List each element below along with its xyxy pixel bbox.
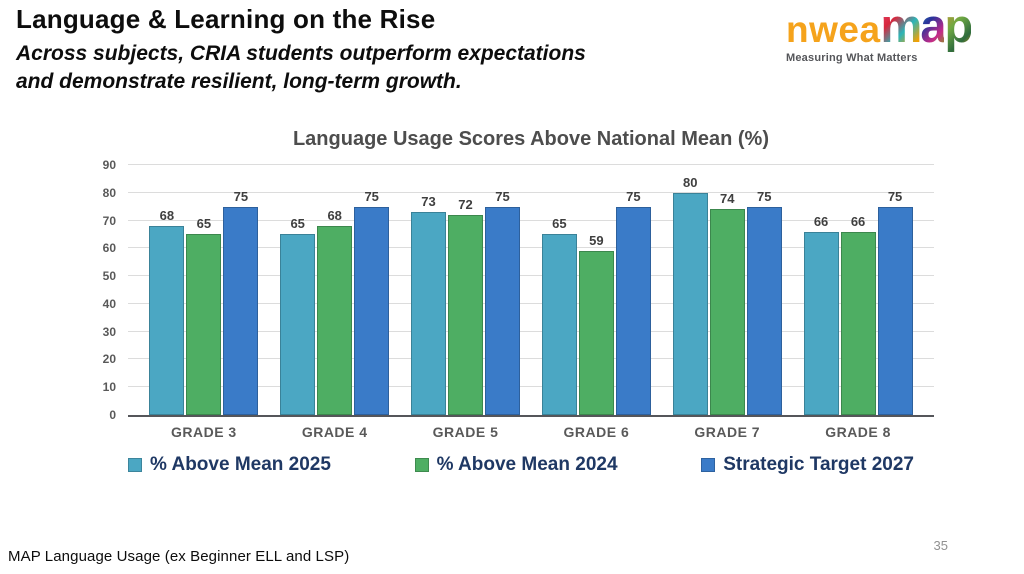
legend-item: % Above Mean 2025 (128, 454, 331, 476)
y-tick-20: 20 (102, 352, 116, 367)
bar: 59 (578, 233, 614, 415)
bar-value-label: 75 (233, 188, 249, 204)
bar: 65 (186, 216, 222, 415)
bar-group-grade-4: 65 68 75 (280, 165, 390, 415)
bar-value-label: 72 (458, 197, 473, 212)
logo-tagline: Measuring What Matters (786, 52, 918, 64)
legend-item: % Above Mean 2024 (414, 454, 618, 476)
gridline-90 (128, 164, 934, 165)
footer-note: MAP Language Usage (ex Beginner ELL and … (8, 548, 350, 565)
bar-group-grade-8: 66 66 75 (803, 165, 913, 415)
bar-value-label: 75 (887, 188, 903, 204)
bar: 75 (354, 189, 390, 415)
y-tick-90: 90 (102, 158, 116, 172)
bar-value-label: 66 (813, 213, 829, 229)
x-axis-label: GRADE 3 (170, 424, 237, 440)
bar-group-grade-5: 73 72 75 (411, 165, 521, 415)
bar: 66 (840, 214, 876, 415)
gridline-60 (128, 247, 934, 249)
x-axis-labels: GRADE 3 GRADE 4 GRADE 5 GRADE 6 GRADE 7 GRADE… (128, 424, 934, 440)
map-letter-m: m (880, 0, 923, 52)
subtitle-line-2: and demonstrate resilient, long-term gro… (16, 70, 462, 94)
bar-value-label: 66 (850, 213, 866, 229)
bar: 74 (709, 191, 745, 415)
page-number: 35 (933, 538, 948, 553)
bar: 75 (223, 189, 259, 415)
legend-swatch-icon (128, 458, 142, 472)
y-tick-50: 50 (102, 269, 116, 284)
gridline-10 (128, 386, 934, 388)
x-axis-label: GRADE 8 (825, 424, 891, 440)
chart-legend: % Above Mean 2025 % Above Mean 2024 Strate… (128, 454, 914, 476)
slide-title: Language & Learning on the Rise (16, 4, 436, 34)
bar: 73 (411, 194, 447, 415)
gridline-30 (128, 330, 934, 332)
y-tick-10: 10 (102, 380, 116, 395)
bar-group-grade-3: 68 65 75 (149, 165, 259, 415)
bar: 80 (672, 175, 708, 415)
bar-group-grade-6: 65 59 75 (541, 165, 651, 415)
map-logo-text: map (880, 0, 974, 52)
gridline-40 (128, 302, 934, 304)
y-tick-0: 0 (109, 408, 116, 422)
bar-value-label: 80 (682, 174, 698, 190)
slide-header: Language & Learning on the Rise Across s… (16, 4, 586, 97)
bar: 72 (448, 197, 484, 415)
bar-chart: Language Usage Scores Above National Mea… (66, 128, 934, 476)
nwea-map-logo: nwea map Measuring What Matters (786, 0, 974, 64)
x-axis-label: GRADE 4 (301, 424, 368, 440)
bar-group-grade-7: 80 74 75 (672, 165, 782, 415)
bar-value-label: 65 (552, 216, 567, 232)
bar-value-label: 73 (421, 194, 436, 210)
bar: 75 (877, 189, 913, 415)
legend-label: % Above Mean 2025 (150, 454, 331, 475)
bar-value-label: 75 (364, 188, 379, 204)
nwea-logo-text: nwea (786, 9, 881, 50)
legend-swatch-icon (701, 458, 716, 472)
x-axis-label: GRADE 5 (432, 424, 499, 440)
bar-value-label: 65 (290, 216, 305, 232)
bar: 65 (541, 216, 577, 415)
bar-value-label: 65 (196, 216, 212, 232)
bar-value-label: 68 (327, 208, 342, 224)
bar: 68 (317, 208, 353, 415)
bar: 75 (485, 189, 521, 415)
gridline-50 (128, 275, 934, 277)
legend-label: % Above Mean 2024 (436, 454, 618, 475)
subtitle-line-1: Across subjects, CRIA students outperfor… (16, 42, 586, 65)
bars-layer: 68 65 75 65 68 75 73 72 75 65 59 75 80 74 75 66 66 75 (128, 165, 934, 415)
slide-subtitle: Across subjects, CRIA students outperfor… (16, 40, 586, 97)
bar: 68 (149, 208, 185, 415)
bar: 66 (803, 214, 839, 415)
chart-title: Language Usage Scores Above National Mea… (292, 128, 770, 150)
gridline-80 (128, 191, 934, 193)
bar: 65 (280, 216, 316, 415)
bar-value-label: 59 (589, 233, 604, 249)
bar: 75 (615, 189, 651, 415)
y-tick-40: 40 (102, 296, 116, 311)
x-axis-label: GRADE 7 (694, 424, 761, 440)
plot-area: 0 10 20 30 40 50 60 70 80 90 68 65 75 65 68 75 73 72 75 65 5… (103, 158, 934, 422)
bar: 75 (746, 189, 782, 415)
y-tick-80: 80 (102, 185, 116, 200)
gridline-70 (128, 219, 934, 221)
gridline-20 (128, 358, 934, 360)
bar-value-label: 75 (756, 188, 772, 204)
bar-value-label: 75 (495, 188, 510, 204)
legend-swatch-icon (414, 458, 429, 472)
legend-label: Strategic Target 2027 (723, 454, 914, 475)
y-tick-30: 30 (102, 324, 116, 339)
map-letter-a: a (920, 0, 946, 52)
logo-wordmark: nwea map (786, 0, 974, 52)
x-axis-label: GRADE 6 (563, 424, 630, 440)
map-letter-p: p (944, 0, 973, 52)
legend-item: Strategic Target 2027 (701, 454, 914, 476)
bar-value-label: 68 (159, 208, 175, 224)
y-tick-60: 60 (102, 241, 116, 256)
y-tick-70: 70 (102, 213, 116, 228)
bar-value-label: 74 (719, 191, 735, 207)
bar-value-label: 75 (626, 188, 641, 204)
